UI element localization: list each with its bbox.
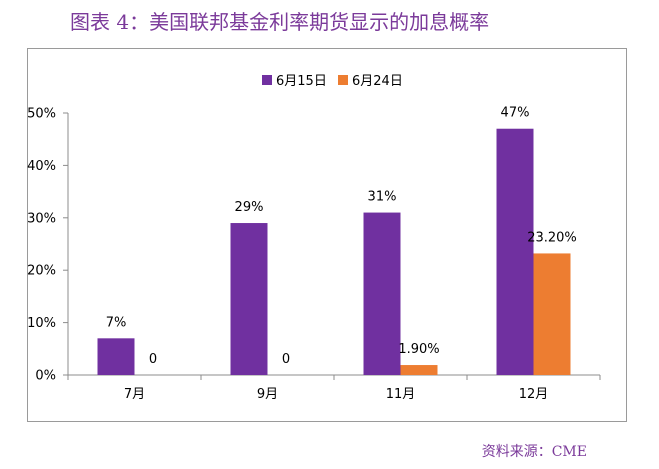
legend-swatch	[338, 75, 348, 85]
legend-swatch	[262, 75, 272, 85]
x-tick-label: 7月	[124, 387, 145, 402]
figure-title: 图表 4：美国联邦基金利率期货显示的加息概率	[70, 10, 490, 34]
y-tick-label: 20%	[27, 264, 56, 279]
y-tick-label: 30%	[27, 211, 56, 226]
data-label: 7%	[106, 315, 127, 330]
bar	[363, 212, 401, 375]
y-tick-label: 10%	[27, 316, 56, 331]
bar	[400, 365, 438, 375]
legend-label: 6月24日	[352, 74, 403, 89]
data-label: 31%	[368, 190, 397, 205]
source-note: 资料来源：CME	[481, 444, 587, 460]
y-tick-label: 0%	[35, 369, 56, 384]
y-tick-label: 50%	[27, 107, 56, 122]
data-label: 23.20%	[527, 230, 577, 245]
bar	[533, 253, 571, 375]
bar	[97, 338, 135, 375]
y-tick-label: 40%	[27, 159, 56, 174]
x-tick-label: 12月	[519, 387, 549, 402]
data-label: 0	[149, 352, 157, 367]
x-tick-label: 9月	[257, 387, 278, 402]
legend-label: 6月15日	[276, 74, 327, 89]
bar	[230, 223, 268, 375]
data-label: 47%	[501, 106, 530, 121]
bar	[496, 128, 534, 375]
data-label: 1.90%	[398, 342, 439, 357]
data-label: 0	[282, 352, 290, 367]
data-label: 29%	[235, 200, 264, 215]
x-tick-label: 11月	[386, 387, 416, 402]
